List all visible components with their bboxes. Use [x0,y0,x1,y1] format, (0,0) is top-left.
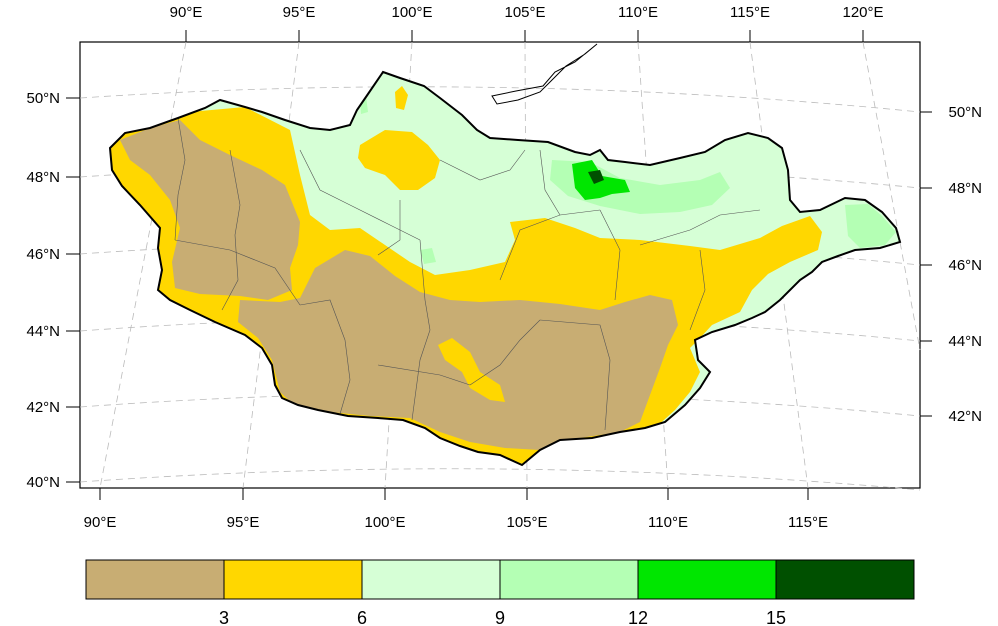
left-lat-label: 44°N [26,323,60,340]
top-lon-label: 120°E [842,4,883,21]
colorbar-swatch-5 [775,559,915,600]
bottom-lon-label: 95°E [227,514,260,531]
bottom-lon-label: 105°E [506,514,547,531]
right-lat-label: 44°N [948,333,982,350]
colorbar-swatch-0 [85,559,225,600]
left-lat-labels: 50°N 48°N 46°N 44°N 42°N 40°N [26,90,60,491]
colorbar: 3 6 9 12 15 [85,559,915,626]
region-9-12-small [420,248,436,264]
right-ticks [920,111,932,417]
left-lat-label: 40°N [26,474,60,491]
lake-outline [491,43,598,105]
region-3-6-south-streak [438,338,505,402]
left-lat-label: 46°N [26,246,60,263]
top-lon-labels: 90°E 95°E 100°E 105°E 110°E 115°E 120°E [170,4,884,21]
bottom-lon-label: 110°E [648,514,688,531]
colorbar-label: 9 [495,608,505,626]
left-lat-label: 50°N [26,90,60,107]
top-lon-label: 115°E [730,4,770,21]
colorbar-swatch-3 [499,559,639,600]
colorbar-label: 6 [357,608,367,626]
top-lon-label: 90°E [170,4,203,21]
colorbar-label: 12 [628,608,648,626]
top-ticks [185,30,864,42]
bottom-ticks [99,488,809,500]
colorbar-swatch-2 [361,559,501,600]
region-3-6-northwest-patch [395,86,408,110]
top-lon-label: 110°E [618,4,658,21]
colorbar-swatch-1 [223,559,363,600]
top-lon-label: 105°E [504,4,545,21]
province-borders [174,117,761,431]
bottom-lon-label: 100°E [364,514,405,531]
colorbar-swatch-4 [637,559,777,600]
left-ticks [66,97,80,483]
bottom-lon-label: 90°E [84,514,117,531]
region-0-3-west [120,120,300,300]
bottom-lon-label: 115°E [788,514,828,531]
right-lat-label: 50°N [948,104,982,121]
top-lon-label: 95°E [283,4,316,21]
right-lat-label: 46°N [948,257,982,274]
region-3-6-central-north [358,130,440,190]
right-lat-label: 42°N [948,408,982,425]
right-lat-labels: 50°N 48°N 46°N 44°N 42°N [948,104,982,425]
region-9-12-east [845,204,896,248]
bottom-lon-labels: 90°E 95°E 100°E 105°E 110°E 115°E [84,514,828,531]
colorbar-label: 15 [766,608,786,626]
left-lat-label: 42°N [26,399,60,416]
left-lat-label: 48°N [26,169,60,186]
top-lon-label: 100°E [391,4,432,21]
colorbar-label: 3 [219,608,229,626]
region-15-plus [588,170,604,184]
right-lat-label: 48°N [948,180,982,197]
